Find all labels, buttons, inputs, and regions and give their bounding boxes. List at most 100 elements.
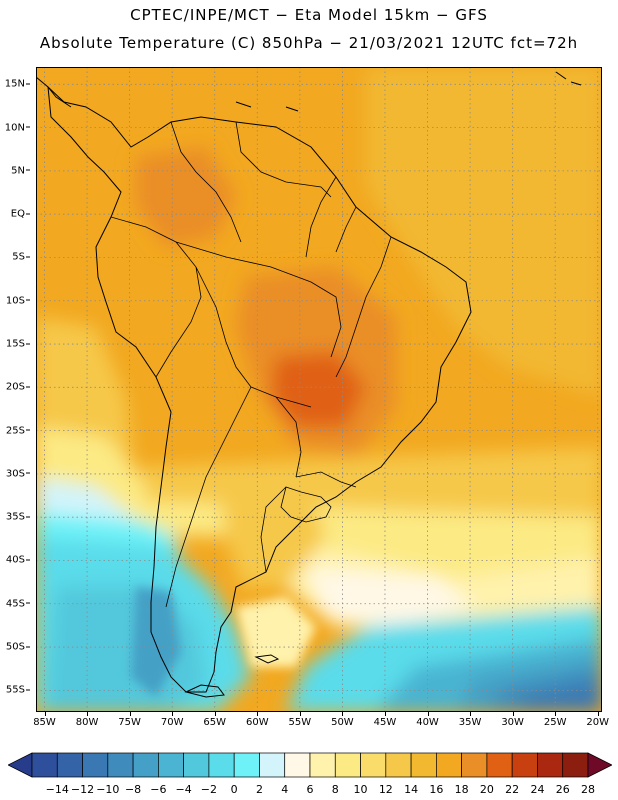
lon-tick-40w <box>427 712 429 716</box>
color-bar-swatch <box>56 752 83 778</box>
color-bar-swatch <box>158 752 184 778</box>
color-bar-label: 2 <box>255 783 263 796</box>
central-america-coastline <box>36 76 72 108</box>
lon-label-85w: 85W <box>33 717 56 728</box>
lon-label-50w: 50W <box>331 717 354 728</box>
lat-label-10n: 10N <box>5 122 30 133</box>
band-6-south <box>306 567 476 627</box>
lon-label-65w: 65W <box>203 717 227 728</box>
color-bar-swatch <box>461 752 488 778</box>
lon-label-30w: 30W <box>501 717 524 728</box>
lon-tick-75w <box>129 712 131 716</box>
color-bar-label: 8 <box>331 783 339 796</box>
color-bar-swatch <box>486 752 513 778</box>
south-america-coastline <box>47 85 472 693</box>
lon-label-40w: 40W <box>416 717 439 728</box>
band-20-colombia <box>136 147 236 247</box>
color-bar-swatch <box>436 752 462 778</box>
map-title-line-1: CPTEC/INPE/MCT − Eta Model 15km − GFS <box>130 6 488 24</box>
lon-tick-35w <box>470 712 472 716</box>
country-borders <box>110 121 392 608</box>
color-bar-swatch <box>31 752 58 778</box>
falkland-islands <box>254 654 280 664</box>
lat-label-40s: 40S <box>6 555 30 566</box>
color-bar-swatch <box>562 752 589 778</box>
color-bar-label: 16 <box>429 783 444 796</box>
color-bar-label: 14 <box>404 783 419 796</box>
color-bar-label: 0 <box>230 783 238 796</box>
color-bar-label: −8 <box>124 783 142 796</box>
color-bar-swatch <box>537 752 564 778</box>
color-bar-label: −14 <box>45 783 69 796</box>
uruguay-border <box>280 486 332 523</box>
lat-label-30s: 30S <box>6 468 30 479</box>
band-18-north-atlantic <box>366 67 602 397</box>
color-bar-swatch <box>334 752 361 778</box>
color-bar-label: −4 <box>175 783 192 796</box>
lat-label-45s: 45S <box>6 598 30 609</box>
color-bar-swatch <box>360 752 387 778</box>
color-bar-swatch <box>208 752 235 778</box>
lon-tick-70w <box>172 712 174 716</box>
temperature-map <box>36 67 602 712</box>
lon-tick-65w <box>214 712 216 716</box>
lat-label-5s: 5S <box>12 252 30 263</box>
color-bar-label: 6 <box>306 783 314 796</box>
lon-label-60w: 60W <box>245 717 269 728</box>
color-bar-label: −2 <box>200 783 218 796</box>
color-bar-high-arrow <box>587 752 613 778</box>
lon-label-75w: 75W <box>118 717 141 728</box>
band-m10-atlantic <box>516 682 602 712</box>
color-bar-swatch <box>284 752 311 778</box>
lon-tick-55w <box>299 712 301 716</box>
lat-label-20s: 20S <box>6 382 30 393</box>
color-bar-swatch <box>511 752 538 778</box>
lat-label-15s: 15S <box>6 339 30 350</box>
color-bar-label: 4 <box>281 783 289 796</box>
map-title-line-2: Absolute Temperature (C) 850hPa − 21/03/… <box>39 34 579 52</box>
lon-tick-30w <box>512 712 514 716</box>
lon-tick-85w <box>44 712 46 716</box>
color-bar-swatch <box>82 752 109 778</box>
color-bar-label: −12 <box>70 783 95 796</box>
color-bar-label: 24 <box>530 783 545 796</box>
color-bar-swatch <box>132 752 159 778</box>
color-bar-swatch <box>309 752 336 778</box>
lon-label-80w: 80W <box>75 717 99 728</box>
color-bar-label: −10 <box>96 783 120 796</box>
color-bar-label: 26 <box>555 783 570 796</box>
tierra-del-fuego <box>184 684 225 698</box>
band-m6-andes <box>131 587 181 697</box>
color-bar-label: 18 <box>454 783 469 796</box>
lon-tick-20w <box>597 712 599 716</box>
temperature-field <box>36 67 602 712</box>
color-bar <box>7 752 613 778</box>
lon-label-25w: 25W <box>543 717 567 728</box>
lon-tick-45w <box>384 712 386 716</box>
color-bar-swatch <box>410 752 437 778</box>
band-10-coast-strip <box>236 597 316 667</box>
color-bar-swatch <box>385 752 412 778</box>
color-bar-label: 28 <box>581 783 595 796</box>
temperature-field-detail <box>131 587 316 697</box>
lat-label-25s: 25S <box>6 425 30 436</box>
lon-tick-60w <box>257 712 259 716</box>
lon-label-20w: 20W <box>586 717 610 728</box>
color-bar-label: 20 <box>479 783 494 796</box>
band-22-hot <box>271 352 366 427</box>
color-bar-label: 10 <box>353 783 368 796</box>
lat-label-5n: 5N <box>11 165 30 176</box>
coastlines <box>36 71 582 698</box>
color-bar-low-arrow <box>7 752 33 778</box>
lon-label-35w: 35W <box>458 717 482 728</box>
color-bar-label: 12 <box>378 783 393 796</box>
lon-label-70w: 70W <box>160 717 184 728</box>
lon-tick-50w <box>342 712 344 716</box>
lat-label-10s: 10S <box>6 295 30 306</box>
color-bar-label: 22 <box>505 783 520 796</box>
caribbean-islands <box>235 71 582 112</box>
color-bar-swatch <box>183 752 210 778</box>
color-bar-swatch <box>233 752 260 778</box>
lon-label-55w: 55W <box>288 717 312 728</box>
lat-label-50s: 50S <box>6 642 30 653</box>
